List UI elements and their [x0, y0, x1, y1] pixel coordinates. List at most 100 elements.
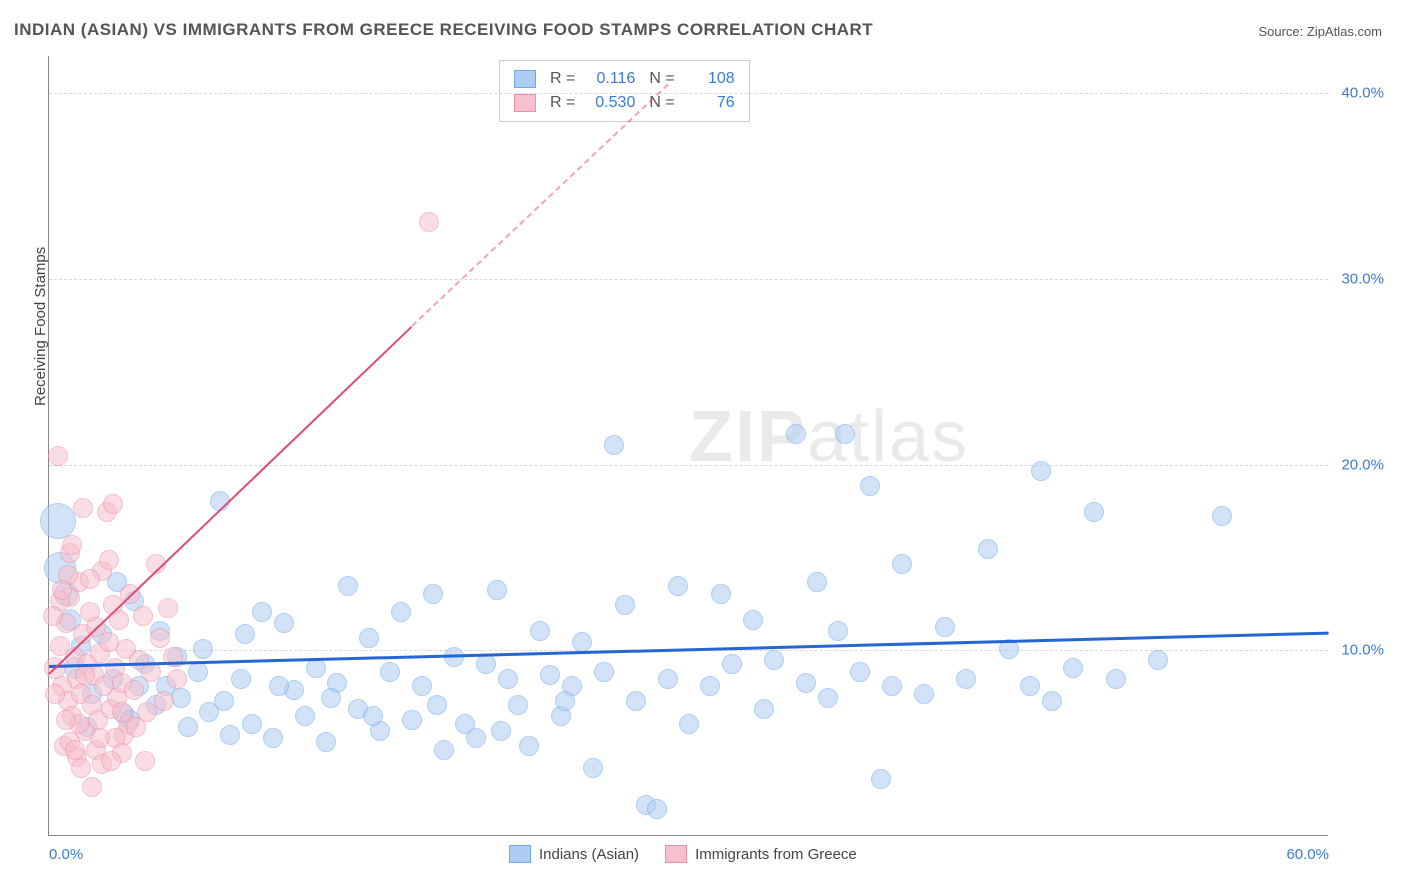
data-point — [914, 684, 934, 704]
data-point — [871, 769, 891, 789]
legend-label: Indians (Asian) — [539, 846, 639, 863]
data-point — [419, 212, 439, 232]
data-point — [615, 595, 635, 615]
n-label: N = — [649, 91, 674, 115]
data-point — [498, 669, 518, 689]
legend-stat-row: R =0.116N =108 — [514, 67, 735, 91]
data-point — [295, 706, 315, 726]
data-point — [476, 654, 496, 674]
data-point — [427, 695, 447, 715]
data-point — [71, 758, 91, 778]
data-point — [45, 684, 65, 704]
data-point — [850, 662, 870, 682]
data-point — [154, 691, 174, 711]
data-point — [65, 740, 85, 760]
data-point — [75, 665, 95, 685]
data-point — [220, 725, 240, 745]
data-point — [722, 654, 742, 674]
data-point — [647, 799, 667, 819]
data-point — [807, 572, 827, 592]
data-point — [860, 476, 880, 496]
source-label: Source: ZipAtlas.com — [1258, 24, 1382, 39]
data-point — [316, 732, 336, 752]
data-point — [135, 751, 155, 771]
legend-item: Indians (Asian) — [509, 845, 639, 863]
watermark: ZIPatlas — [689, 396, 969, 478]
legend-stat-row: R =0.530N =76 — [514, 91, 735, 115]
data-point — [700, 676, 720, 696]
y-tick-label: 20.0% — [1341, 456, 1384, 473]
legend-swatch — [514, 70, 536, 88]
legend-swatch — [509, 845, 531, 863]
data-point — [555, 691, 575, 711]
data-point — [892, 554, 912, 574]
data-point — [252, 602, 272, 622]
data-point — [754, 699, 774, 719]
data-point — [466, 728, 486, 748]
data-point — [764, 650, 784, 670]
data-point — [1148, 650, 1168, 670]
chart-title: INDIAN (ASIAN) VS IMMIGRANTS FROM GREECE… — [14, 20, 873, 40]
data-point — [40, 503, 76, 539]
data-point — [604, 435, 624, 455]
gridline — [49, 93, 1328, 94]
data-point — [193, 639, 213, 659]
data-point — [306, 658, 326, 678]
data-point — [583, 758, 603, 778]
data-point — [423, 584, 443, 604]
data-point — [235, 624, 255, 644]
legend-series: Indians (Asian)Immigrants from Greece — [509, 845, 857, 863]
data-point — [126, 717, 146, 737]
r-value: 0.530 — [583, 91, 635, 115]
data-point — [391, 602, 411, 622]
data-point — [572, 632, 592, 652]
data-point — [101, 751, 121, 771]
data-point — [1042, 691, 1062, 711]
data-point — [818, 688, 838, 708]
data-point — [956, 669, 976, 689]
r-label: R = — [550, 91, 575, 115]
data-point — [242, 714, 262, 734]
data-point — [269, 676, 289, 696]
data-point — [133, 606, 153, 626]
data-point — [43, 606, 63, 626]
y-tick-label: 40.0% — [1341, 85, 1384, 102]
data-point — [124, 680, 144, 700]
y-tick-label: 30.0% — [1341, 270, 1384, 287]
data-point — [178, 717, 198, 737]
data-point — [935, 617, 955, 637]
data-point — [359, 628, 379, 648]
data-point — [112, 702, 132, 722]
x-tick-label: 0.0% — [49, 846, 83, 863]
legend-swatch — [665, 845, 687, 863]
data-point — [1020, 676, 1040, 696]
data-point — [274, 613, 294, 633]
data-point — [80, 569, 100, 589]
data-point — [743, 610, 763, 630]
data-point — [99, 550, 119, 570]
data-point — [56, 710, 76, 730]
data-point — [530, 621, 550, 641]
r-label: R = — [550, 67, 575, 91]
data-point — [828, 621, 848, 641]
y-tick-label: 10.0% — [1341, 642, 1384, 659]
data-point — [487, 580, 507, 600]
data-point — [103, 494, 123, 514]
data-point — [73, 498, 93, 518]
data-point — [321, 688, 341, 708]
data-point — [519, 736, 539, 756]
data-point — [711, 584, 731, 604]
data-point — [263, 728, 283, 748]
gridline — [49, 465, 1328, 466]
data-point — [1063, 658, 1083, 678]
gridline — [49, 279, 1328, 280]
data-point — [338, 576, 358, 596]
data-point — [48, 446, 68, 466]
plot-region: ZIPatlas R =0.116N =108R =0.530N =76 Ind… — [48, 56, 1328, 836]
data-point — [882, 676, 902, 696]
data-point — [1031, 461, 1051, 481]
data-point — [52, 580, 72, 600]
data-point — [150, 628, 170, 648]
data-point — [171, 688, 191, 708]
legend-stats: R =0.116N =108R =0.530N =76 — [499, 60, 750, 122]
